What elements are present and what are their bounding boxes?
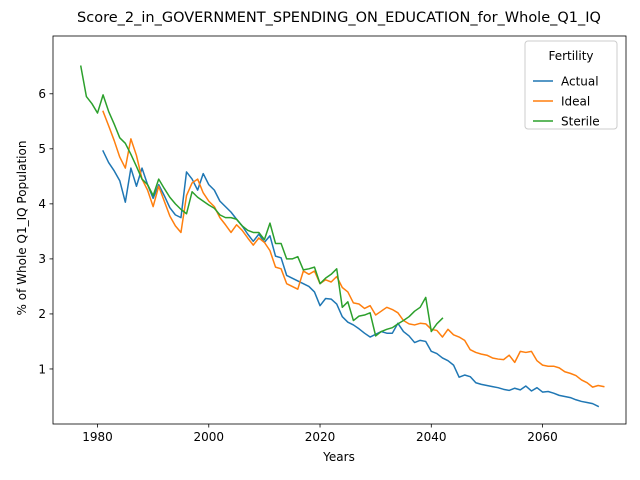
y-axis: 1 2 3 4 5 6 xyxy=(38,87,53,376)
x-tick-label: 2020 xyxy=(305,430,336,444)
legend-entries: Actual Ideal Sterile xyxy=(533,74,600,128)
series-line-ideal xyxy=(102,110,605,388)
series-line-sterile xyxy=(79,65,444,337)
x-axis: 1980 2000 2020 2040 2060 xyxy=(82,424,558,444)
plot-frame xyxy=(52,35,627,425)
y-tick-label: 4 xyxy=(38,197,46,211)
y-tick-label: 3 xyxy=(38,252,46,266)
x-axis-label: Years xyxy=(322,450,355,464)
y-tick-label: 5 xyxy=(38,142,46,156)
x-tick-label: 2040 xyxy=(416,430,447,444)
legend-label-sterile: Sterile xyxy=(561,114,600,128)
series-line-actual xyxy=(102,150,600,408)
x-tick-label: 2000 xyxy=(193,430,224,444)
legend-title: Fertility xyxy=(548,49,593,63)
y-tick-label: 1 xyxy=(38,362,46,376)
y-tick-label: 6 xyxy=(38,87,46,101)
legend-label-ideal: Ideal xyxy=(561,94,590,108)
x-tick-label: 1980 xyxy=(82,430,113,444)
chart-title: Score_2_in_GOVERNMENT_SPENDING_ON_EDUCAT… xyxy=(77,10,601,26)
legend-label-actual: Actual xyxy=(561,74,599,88)
y-tick-label: 2 xyxy=(38,307,46,321)
x-tick-label: 2060 xyxy=(527,430,558,444)
plot-area xyxy=(52,35,627,425)
series-layer xyxy=(79,65,605,408)
legend: Fertility Actual Ideal Sterile xyxy=(524,40,618,130)
legend-box xyxy=(524,40,618,130)
y-axis-label: % of Whole Q1_IQ Population xyxy=(15,141,29,316)
